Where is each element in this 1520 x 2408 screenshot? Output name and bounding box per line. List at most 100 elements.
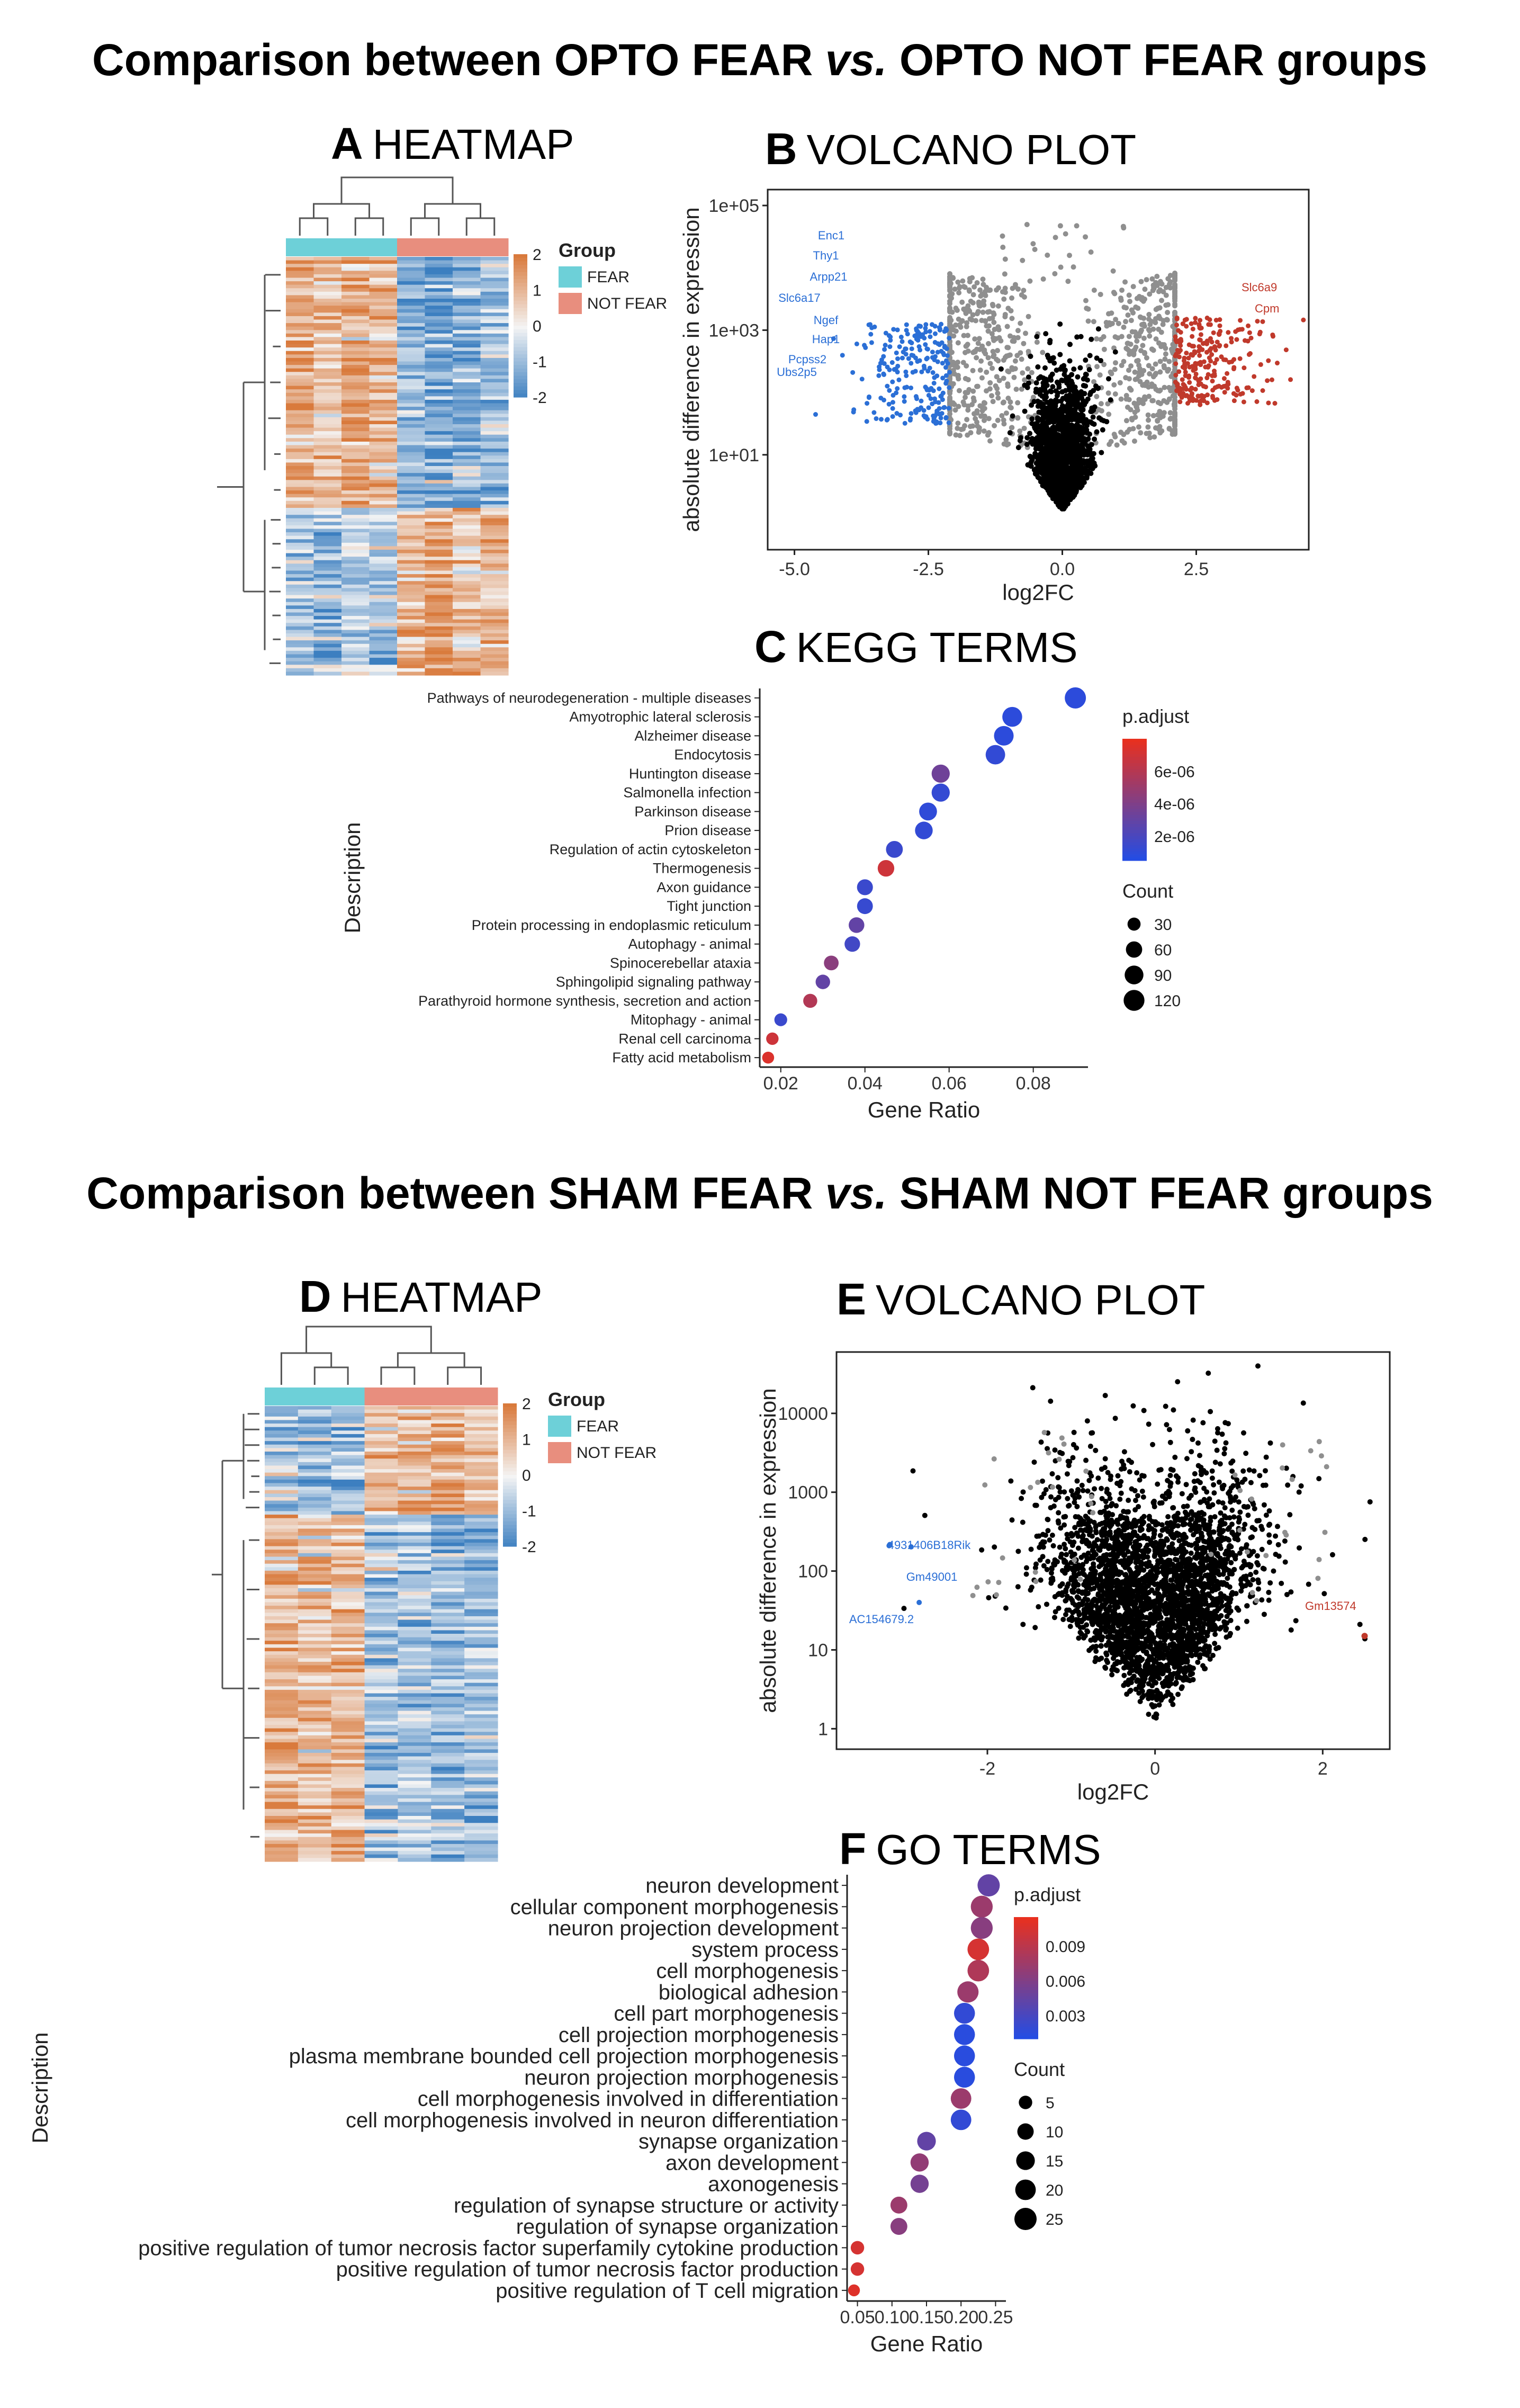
heatmap-cell [425,333,453,338]
volcano-point [947,287,953,292]
heatmap-cell [331,1619,365,1624]
heatmap-cell [464,1745,498,1750]
volcano-point [947,431,953,436]
heatmap-cell [453,372,481,376]
heatmap-cell [286,469,314,473]
heatmap-cell [341,605,370,610]
heatmap-cell [313,476,342,480]
term-label: Mitophagy - animal [631,1012,751,1028]
term-label: Parkinson disease [634,803,751,819]
heatmap-cell [341,546,370,550]
heatmap-cell [341,330,370,334]
volcano-point [956,388,962,393]
heatmap-cell [453,480,481,484]
volcano-point [943,415,949,420]
volcano-point [909,341,914,346]
volcano-point [1084,423,1090,428]
heatmap-cell [425,529,453,533]
volcano-point [1036,400,1042,406]
volcano-point [1112,334,1118,340]
volcano-point [1089,336,1094,342]
heatmap-cell [431,1634,465,1638]
heatmap-cell [341,382,370,387]
heatmap-cell [431,1546,465,1550]
heatmap-cell [298,1693,332,1697]
heatmap-cell [364,1648,399,1652]
volcano-point [940,375,946,381]
heatmap-cell [464,1700,498,1704]
heatmap-cell [369,365,398,369]
volcano-point [1083,417,1089,423]
heatmap-cell [369,372,398,376]
heatmap-cell [398,1760,431,1764]
volcano-point [1074,443,1080,449]
heatmap-cell [398,1490,431,1494]
heatmap-cell [265,1728,299,1732]
heatmap-cell [464,1487,498,1491]
volcano-point [1121,359,1127,364]
volcano-point [1275,361,1280,366]
heatmap-cell [397,396,426,400]
heatmap-cell [369,665,398,669]
volcano-point [1073,436,1079,442]
heatmap-cell [398,1802,431,1806]
volcano-point [1072,396,1078,401]
heatmap-cell [464,1721,498,1725]
heatmap-cell [398,1500,431,1505]
heatmap-cell [331,1420,365,1424]
heatmap-cell [425,626,453,631]
heatmap-cell [369,633,398,638]
count-legend-dot [1123,990,1145,1011]
heatmap-cell [265,1420,299,1424]
volcano-point [1090,414,1096,420]
heatmap-cell [313,417,342,422]
volcano-point [896,377,902,382]
heatmap-cell [341,542,370,547]
heatmap-cell [397,654,426,658]
volcano-point [960,399,966,405]
heatmap-cell [265,1550,299,1554]
heatmap-cell [298,1689,332,1694]
heatmap-cell [313,483,342,488]
heatmap-cell [453,452,481,456]
heatmap-cell [397,619,426,623]
heatmap-cell [298,1812,332,1816]
heatmap-cell [397,299,426,303]
heatmap-cell [341,483,370,488]
volcano-point [1069,381,1075,387]
volcano-point [854,341,859,346]
padj-colorbar-step [1122,754,1147,758]
volcano-point [963,390,968,396]
heatmap-cell [265,1637,299,1641]
heatmap-cell [480,542,509,547]
volcano-point [947,305,953,311]
heatmap-cell [298,1588,332,1592]
heatmap-cell [341,424,370,428]
volcano-point [1078,480,1084,486]
heatmap-cell [398,1833,431,1838]
heatmap-cell [313,640,342,644]
volcano-point [1121,225,1127,231]
heatmap-cell [364,1676,399,1680]
volcano-point [881,371,886,377]
heatmap-cell [397,494,426,498]
heatmap-cell [313,567,342,571]
heatmap-cell [431,1619,465,1624]
heatmap-cell [331,1574,365,1578]
heatmap-cell [453,306,481,310]
group-bar-cell [286,238,314,256]
heatmap-cell [397,608,426,613]
heatmap-cell [369,553,398,557]
heatmap-cell [397,424,426,428]
volcano-point [1002,285,1008,291]
heatmap-cell [265,1567,299,1571]
volcano-point [972,336,978,342]
heatmap-cell [298,1788,332,1792]
volcano-point [1123,418,1129,424]
volcano-point [871,410,877,415]
heatmap-cell [425,271,453,275]
heatmap-cell [331,1535,365,1539]
volcano-point [947,293,953,299]
volcano-point [963,395,968,400]
heatmap-cell [265,1809,299,1813]
